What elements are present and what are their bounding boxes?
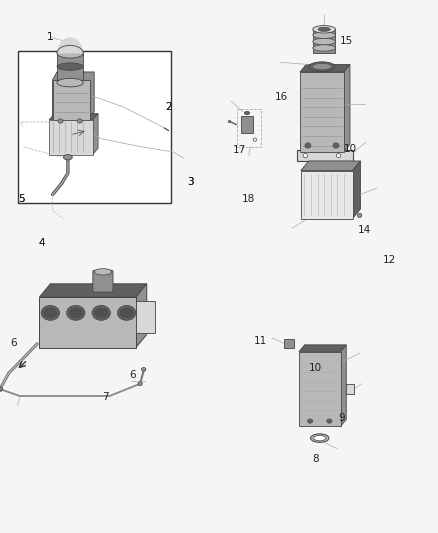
Ellipse shape [313,45,336,51]
Ellipse shape [141,368,146,371]
Text: 16: 16 [275,92,288,102]
Ellipse shape [69,308,82,318]
Text: 1: 1 [47,33,54,42]
Text: 7: 7 [102,392,109,401]
Ellipse shape [0,387,2,391]
Text: 18: 18 [242,195,255,204]
Ellipse shape [313,38,336,45]
Polygon shape [49,120,93,155]
Ellipse shape [44,308,57,318]
Ellipse shape [327,419,332,423]
Ellipse shape [313,26,336,33]
Ellipse shape [92,305,110,320]
Ellipse shape [94,269,112,275]
Ellipse shape [57,78,83,87]
Bar [18,51,171,203]
Polygon shape [284,339,293,348]
Ellipse shape [138,382,142,386]
Ellipse shape [313,32,336,38]
Text: 12: 12 [383,255,396,265]
Ellipse shape [228,120,231,123]
Ellipse shape [336,154,341,158]
Ellipse shape [312,63,332,70]
Polygon shape [300,64,350,72]
Ellipse shape [0,387,3,391]
Text: 6: 6 [10,338,17,348]
Polygon shape [136,301,155,333]
Ellipse shape [305,143,311,148]
Polygon shape [313,29,335,53]
Ellipse shape [307,419,313,423]
Wedge shape [57,37,83,53]
Text: 2: 2 [165,102,172,111]
Polygon shape [39,297,136,348]
Polygon shape [346,384,354,394]
Polygon shape [53,80,90,120]
Ellipse shape [311,434,329,442]
Text: 5: 5 [18,195,25,204]
Text: 10: 10 [309,363,322,373]
Ellipse shape [57,49,83,58]
Polygon shape [297,150,353,161]
Ellipse shape [57,63,83,70]
Ellipse shape [314,435,326,441]
Ellipse shape [333,143,339,148]
Polygon shape [53,72,94,120]
Ellipse shape [41,305,60,320]
Text: 6: 6 [129,370,136,379]
Text: 14: 14 [358,225,371,235]
Polygon shape [299,352,340,426]
FancyBboxPatch shape [93,270,113,292]
Polygon shape [136,284,147,348]
Text: 3: 3 [187,177,194,187]
Text: 4: 4 [38,238,45,247]
Ellipse shape [309,62,335,71]
Polygon shape [353,161,360,219]
Text: 17: 17 [233,146,246,155]
Text: 1: 1 [47,33,54,42]
Ellipse shape [120,308,133,318]
Text: 9: 9 [338,414,345,423]
Ellipse shape [95,308,108,318]
Text: 10: 10 [344,144,357,154]
Text: 2: 2 [165,102,172,111]
Text: 15: 15 [339,36,353,45]
Polygon shape [301,161,360,171]
Text: 5: 5 [18,195,25,204]
Polygon shape [49,114,98,120]
Polygon shape [344,64,350,152]
Polygon shape [299,345,346,352]
Text: 8: 8 [312,455,319,464]
Ellipse shape [117,305,136,320]
Ellipse shape [77,119,82,123]
Bar [237,109,261,147]
Polygon shape [301,171,353,219]
Ellipse shape [357,213,362,217]
Ellipse shape [58,119,63,123]
Polygon shape [39,284,147,297]
Ellipse shape [67,305,85,320]
Ellipse shape [64,155,72,160]
Ellipse shape [303,154,307,158]
Text: 3: 3 [187,177,194,187]
Text: 11: 11 [254,336,267,346]
Text: 4: 4 [38,238,45,247]
Polygon shape [340,345,346,426]
Polygon shape [241,116,253,133]
Polygon shape [57,53,83,83]
Ellipse shape [318,27,330,31]
Ellipse shape [244,111,250,115]
Polygon shape [93,114,98,155]
Polygon shape [300,72,344,152]
